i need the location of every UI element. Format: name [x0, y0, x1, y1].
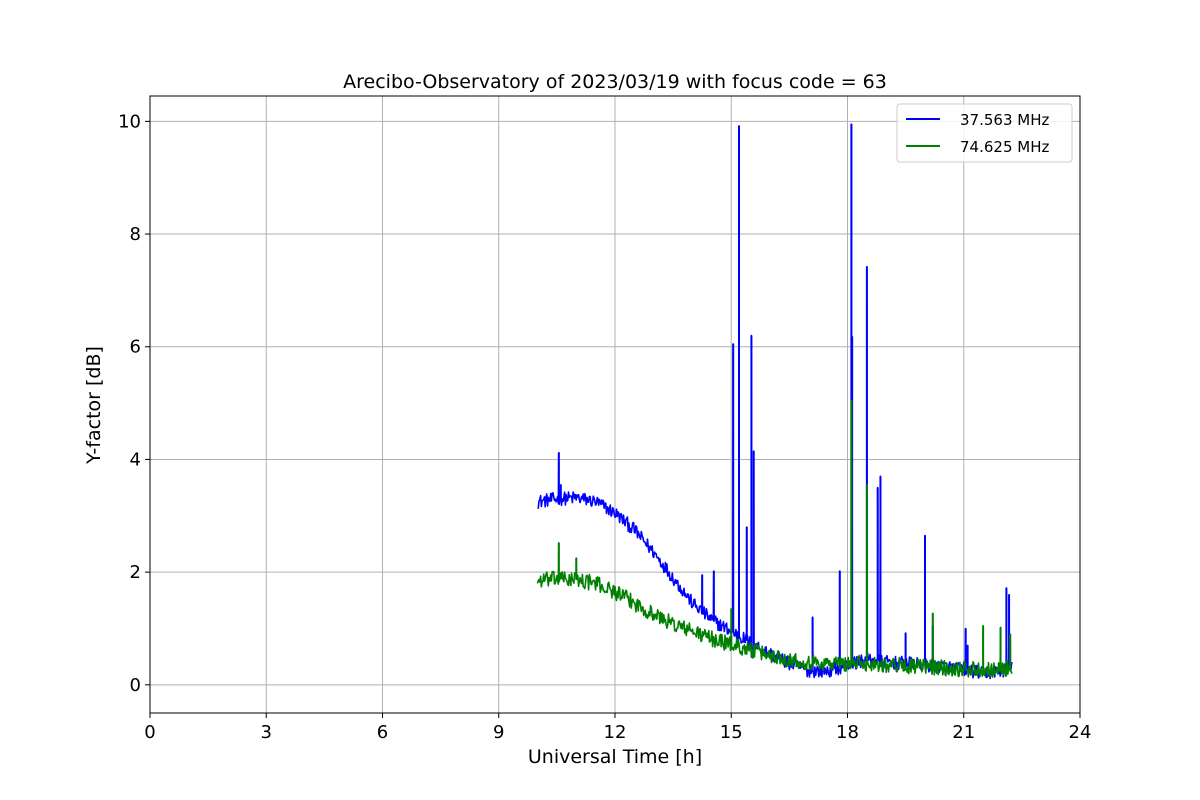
x-tick-label: 0: [144, 722, 155, 743]
x-axis-label: Universal Time [h]: [528, 746, 702, 768]
y-tick-label: 6: [130, 337, 141, 358]
x-tick-label: 15: [720, 722, 743, 743]
x-tick-label: 18: [836, 722, 859, 743]
y-axis-label: Y-factor [dB]: [83, 346, 105, 465]
legend-label-37mhz: 37.563 MHz: [960, 111, 1049, 129]
legend-label-74mhz: 74.625 MHz: [960, 138, 1049, 156]
y-tick-label: 10: [118, 111, 141, 132]
x-axis: 0 3 6 9 12 15 18 21 24: [144, 713, 1091, 743]
y-tick-label: 8: [130, 224, 141, 245]
x-tick-label: 6: [377, 722, 388, 743]
x-tick-label: 9: [493, 722, 504, 743]
series-layer: [536, 123, 1013, 680]
legend-box: [896, 103, 1073, 163]
x-tick-label: 3: [261, 722, 272, 743]
x-tick-label: 12: [604, 722, 627, 743]
chart-title: Arecibo-Observatory of 2023/03/19 with f…: [343, 71, 887, 93]
y-tick-label: 2: [130, 562, 141, 583]
legend: 37.563 MHz 74.625 MHz: [896, 103, 1073, 163]
x-tick-label: 21: [952, 722, 975, 743]
y-axis: 0 2 4 6 8 10: [118, 111, 150, 696]
y-tick-label: 0: [130, 675, 141, 696]
y-tick-label: 4: [130, 449, 141, 470]
series-74mhz-line: [536, 399, 1013, 678]
x-tick-label: 24: [1069, 722, 1092, 743]
